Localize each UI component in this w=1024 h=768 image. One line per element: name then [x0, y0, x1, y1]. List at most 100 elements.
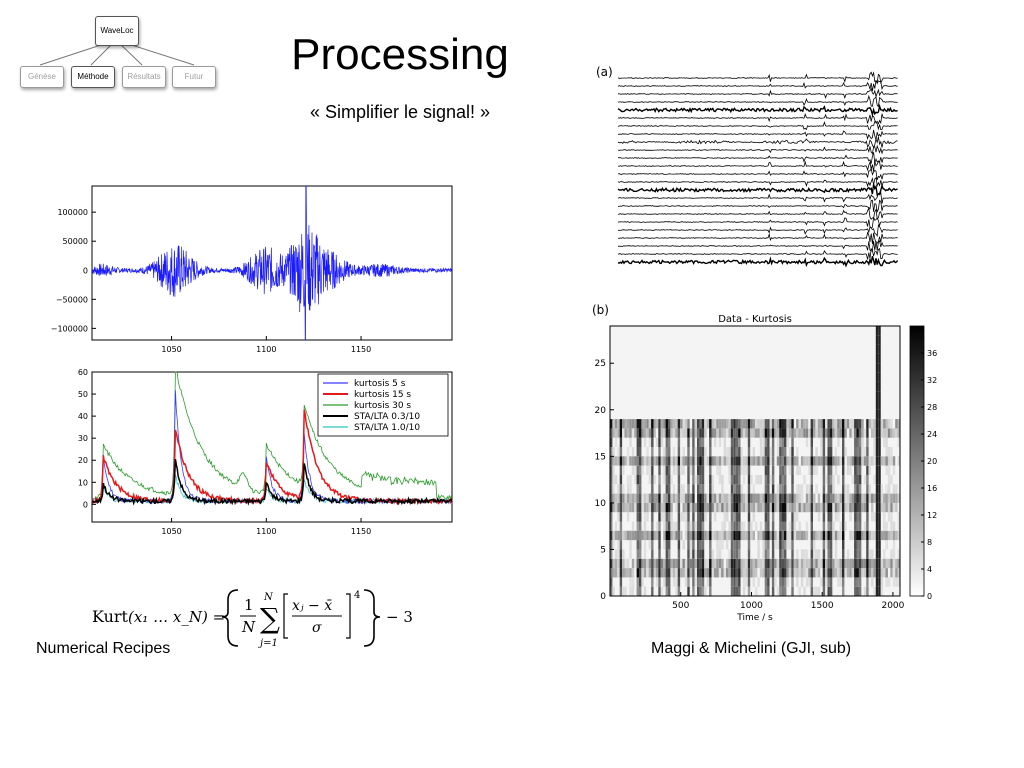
seismic-trace	[617, 183, 898, 197]
heatmap-cell	[709, 465, 712, 476]
heatmap-cell	[742, 475, 746, 485]
heatmap-cell	[660, 558, 664, 569]
heatmap-cell	[897, 549, 901, 559]
heatmap-cell	[614, 568, 618, 578]
heatmap-cell	[701, 577, 705, 587]
heatmap-cell	[875, 521, 879, 531]
heatmap-cell	[822, 549, 826, 559]
heatmap-cell	[873, 558, 876, 569]
heatmap-cell	[798, 493, 801, 503]
heatmap-cell	[723, 502, 727, 513]
heatmap-cell	[735, 502, 739, 513]
heatmap-cell	[820, 577, 823, 587]
seismic-trace	[617, 217, 898, 229]
heatmap-cell	[697, 558, 700, 569]
nav-item-futur[interactable]: Futur	[172, 66, 216, 88]
heatmap-cell	[863, 493, 867, 503]
heatmap-cell	[885, 540, 888, 550]
heatmap-cell	[682, 512, 685, 522]
heatmap-cell	[791, 586, 794, 597]
heatmap-cell	[832, 484, 835, 494]
heatmap-cell	[697, 512, 700, 522]
heatmap-cell	[887, 465, 891, 476]
heatmap-cell	[822, 465, 826, 476]
heatmap-cell	[800, 493, 804, 503]
heatmap-cell	[895, 530, 898, 541]
heatmap-cell	[887, 577, 891, 587]
heatmap-cell	[793, 521, 797, 531]
heatmap-cell	[800, 419, 804, 429]
heatmap-cell	[747, 502, 751, 513]
heatmap-cell	[694, 568, 698, 578]
heatmap-cell	[742, 493, 746, 503]
heatmap-cell	[796, 493, 799, 503]
heatmap-cell	[762, 437, 765, 448]
heatmap-cell	[723, 447, 727, 457]
heatmap-cell	[646, 502, 649, 513]
heatmap-cell	[752, 530, 756, 541]
heatmap-cell	[651, 549, 654, 559]
heatmap-cell	[699, 568, 702, 578]
heatmap-cell	[699, 447, 702, 457]
heatmap-cell	[701, 437, 705, 448]
heatmap-cell	[808, 568, 811, 578]
heatmap-cell	[709, 549, 712, 559]
heatmap-cell	[668, 577, 671, 587]
heatmap-cell	[626, 512, 630, 522]
heatmap-cell	[723, 419, 727, 429]
seismic-trace	[618, 223, 898, 238]
heatmap-cell	[629, 428, 632, 438]
heatmap-cell	[834, 512, 838, 522]
nav-item-resultats[interactable]: Résultats	[122, 66, 166, 88]
heatmap-cell	[813, 558, 816, 569]
heatmap-cell	[701, 586, 705, 597]
heatmap-cell	[614, 475, 618, 485]
nav-item-genese[interactable]: Génèse	[20, 66, 64, 88]
heatmap-cell	[856, 447, 859, 457]
heatmap-cell	[663, 577, 666, 587]
heatmap-cell	[786, 558, 789, 569]
heatmap-cell	[827, 475, 830, 485]
heatmap-cell	[730, 521, 734, 531]
heatmap-cell	[752, 577, 756, 587]
heatmap-cell	[842, 493, 845, 503]
heatmap-cell	[709, 521, 712, 531]
heatmap-cell	[730, 502, 734, 513]
heatmap-cell	[658, 521, 661, 531]
heatmap-cell	[762, 558, 765, 569]
heatmap-cell	[827, 493, 830, 503]
heatmap-cell	[677, 558, 681, 569]
heatmap-cell	[668, 558, 671, 569]
heatmap-cell	[711, 558, 714, 569]
heatmap-cell	[651, 502, 654, 513]
heatmap-cell	[759, 475, 763, 485]
heatmap-cell	[610, 586, 613, 597]
heatmap-cell	[735, 437, 739, 448]
heatmap-cell	[699, 502, 702, 513]
x-tick-label: 1500	[811, 601, 834, 611]
colorbar-tick-label: 32	[927, 376, 937, 385]
nav-root-waveloc[interactable]: WaveLoc	[95, 16, 139, 46]
heatmap-cell	[639, 568, 642, 578]
heatmap-cell	[639, 465, 642, 476]
heatmap-cell	[890, 428, 893, 438]
heatmap-cell	[808, 428, 811, 438]
heatmap-cell	[740, 484, 743, 494]
heatmap-cell	[837, 530, 840, 541]
heatmap-cell	[704, 512, 707, 522]
heatmap-cell	[740, 568, 743, 578]
heatmap-cell	[854, 558, 857, 569]
heatmap-cell	[784, 549, 787, 559]
heatmap-cell	[813, 419, 816, 429]
nav-item-methode[interactable]: Méthode	[71, 66, 115, 88]
heatmap-cell	[728, 475, 731, 485]
heatmap-cell	[764, 558, 768, 569]
heatmap-cell	[781, 419, 785, 429]
heatmap-cell	[846, 558, 850, 569]
heatmap-cell	[709, 493, 712, 503]
heatmap-cell	[892, 577, 896, 587]
heatmap-cell	[665, 549, 669, 559]
heatmap-cell	[892, 530, 896, 541]
heatmap-cell	[873, 428, 876, 438]
heatmap-cell	[875, 391, 879, 401]
